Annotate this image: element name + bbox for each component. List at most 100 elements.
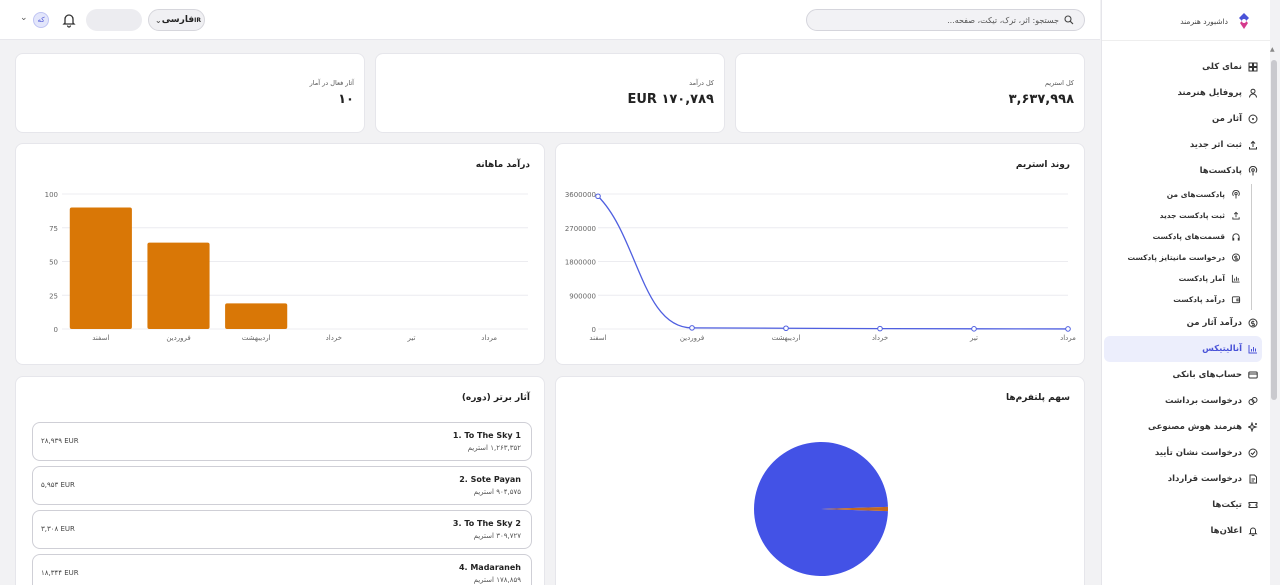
sidebar-item[interactable]: آنالیتیکس (1104, 336, 1262, 362)
dollar-icon (1231, 253, 1241, 262)
search-box[interactable]: جستجو: اثر، ترک، تیکت، صفحه... (806, 9, 1085, 31)
user-icon (1249, 88, 1257, 98)
dollar-icon (1248, 318, 1258, 328)
x-tick-label: اسفند (92, 334, 109, 342)
track-streams: ۳۰۹,۷۲۷ استریم (473, 532, 521, 540)
monthly-revenue-card: درآمد ماهانه 0 25 50 75 100 اسفند فروردین اردیب… (15, 143, 545, 365)
sidebar-item[interactable]: ثبت اثر جدید (1104, 132, 1262, 158)
sidebar-item[interactable]: پروفایل هنرمند (1104, 80, 1262, 106)
bar[interactable] (225, 303, 288, 329)
sidebar-item[interactable]: اعلان‌ها (1104, 518, 1262, 544)
sidebar-item[interactable]: پادکست‌های من (1104, 184, 1245, 205)
x-tick-label: مرداد (1060, 334, 1076, 342)
sidebar-item[interactable]: آمار پادکست (1104, 268, 1245, 289)
bell-icon[interactable] (61, 11, 77, 29)
scrollbar[interactable] (1271, 60, 1277, 400)
divider (1102, 40, 1270, 41)
sidebar-item[interactable]: ثبت پادکست جدید (1104, 205, 1245, 226)
track-name: 4. Madaraneh (458, 563, 521, 572)
sidebar-item[interactable]: تیکت‌ها (1104, 492, 1262, 518)
y-tick-label: 1800000 (565, 259, 596, 267)
platform-share-chart (754, 442, 888, 576)
data-point[interactable] (877, 325, 883, 332)
sidebar-item-label: اعلان‌ها (1210, 526, 1242, 536)
sidebar-item-label: درآمد آثار من (1186, 318, 1242, 328)
sidebar-item[interactable]: درآمد پادکست (1104, 289, 1245, 310)
y-tick-label: 3600000 (565, 191, 596, 199)
sidebar-item[interactable]: آثار من (1104, 106, 1262, 132)
stat-card-total-revenue: کل درآمد EUR ۱۷۰,۷۸۹ (375, 53, 725, 133)
top-tracks-card: آثار برتر (دوره) 1. To The Sky 1 ۱,۲۶۳,۳۵… (15, 376, 545, 585)
track-revenue: ۲۸,۹۳۹ EUR (41, 437, 79, 445)
bar[interactable] (147, 242, 210, 329)
headphones-icon (1232, 233, 1240, 241)
y-tick-label: 100 (45, 191, 58, 199)
sidebar-item[interactable]: درآمد آثار من (1104, 310, 1262, 336)
data-point[interactable] (1065, 326, 1071, 332)
y-tick-label: 0 (592, 326, 596, 334)
data-point[interactable] (595, 193, 601, 200)
bar[interactable] (69, 207, 132, 330)
x-tick-label: اسفند (589, 334, 606, 342)
chevron-down-icon[interactable]: ⌄ (20, 13, 28, 23)
grid-icon (1248, 62, 1258, 72)
sidebar-item[interactable]: درخواست نشان تأیید (1104, 440, 1262, 466)
user-menu[interactable] (86, 9, 142, 31)
coins-icon (1248, 397, 1258, 405)
brand[interactable]: داشبورد هنرمند (1180, 12, 1252, 30)
x-tick-label: خرداد (872, 334, 888, 342)
data-point[interactable] (971, 326, 977, 332)
brand-title: داشبورد هنرمند (1180, 16, 1228, 26)
track-streams: ۹۰۴,۵۷۵ استریم (473, 488, 521, 496)
sidebar-item[interactable]: هنرمند هوش مصنوعی (1104, 414, 1262, 440)
stat-value: ۳,۶۳۷,۹۹۸ (1008, 92, 1074, 107)
sidebar-item-label: آمار پادکست (1178, 274, 1225, 283)
search-input[interactable]: جستجو: اثر، ترک، تیکت، صفحه... (947, 15, 1059, 25)
y-tick-label: 50 (49, 259, 58, 267)
sidebar-item[interactable]: درخواست مانیتایز پادکست (1104, 247, 1245, 268)
x-tick-label: مرداد (481, 334, 497, 342)
track-name: 2. Sote Payan (459, 475, 521, 484)
top-track-item[interactable]: 4. Madaraneh ۱۷۸,۸۵۹ استریم ۱۸,۳۴۴ EUR (32, 554, 532, 585)
top-bar: ⌄ که ⌄ فارسی IR جستجو: اثر، ترک، تیکت، ص… (0, 0, 1100, 40)
monthly-revenue-chart: 0 25 50 75 100 اسفند فروردین اردیبهشت خرداد تیر مر… (45, 191, 528, 342)
sidebar-item-label: پروفایل هنرمند (1177, 88, 1242, 98)
top-track-item[interactable]: 1. To The Sky 1 ۱,۲۶۳,۳۵۲ استریم ۲۸,۹۳۹ EU… (32, 422, 532, 461)
pie-slice[interactable] (821, 506, 888, 512)
avatar[interactable]: که (33, 12, 49, 28)
sidebar-item[interactable]: پادکست‌ها (1104, 158, 1262, 184)
bar-chart-icon (1248, 345, 1257, 354)
y-tick-label: 75 (49, 225, 58, 233)
sidebar-item[interactable]: درخواست برداشت (1104, 388, 1262, 414)
top-track-item[interactable]: 3. To The Sky 2 ۳۰۹,۷۲۷ استریم ۳,۳۰۸ EUR (32, 510, 532, 549)
stat-value: EUR ۱۷۰,۷۸۹ (627, 92, 714, 107)
sidebar-item-label: درخواست برداشت (1164, 396, 1242, 406)
y-tick-label: 0 (54, 326, 58, 334)
data-point[interactable] (689, 325, 695, 331)
pie-slice[interactable] (754, 442, 888, 576)
sidebar-item[interactable]: نمای کلی (1104, 54, 1262, 80)
sidebar-item[interactable]: درخواست قرارداد (1104, 466, 1262, 492)
scroll-up-arrow[interactable]: ▲ (1270, 46, 1275, 53)
sidebar: داشبورد هنرمند نمای کلی پروفایل هنرمند آثا… (1101, 0, 1270, 585)
stream-trend-card: روند استریم 0 900000 1800000 2700000 3600000… (555, 143, 1085, 365)
x-tick-label: تیر (407, 334, 416, 342)
sidebar-nav: نمای کلی پروفایل هنرمند آثار من ثبت اثر جدی… (1104, 54, 1262, 544)
track-name: 1. To The Sky 1 (452, 431, 521, 440)
sidebar-item-label: تیکت‌ها (1212, 500, 1242, 510)
top-track-item[interactable]: 2. Sote Payan ۹۰۴,۵۷۵ استریم ۵,۹۵۳ EUR (32, 466, 532, 505)
data-point[interactable] (783, 325, 789, 332)
avatar-initial: که (37, 16, 45, 24)
track-streams: ۱۷۸,۸۵۹ استریم (473, 576, 521, 584)
y-tick-label: 2700000 (565, 225, 596, 233)
podcast-icon (1248, 166, 1258, 176)
sidebar-item[interactable]: قسمت‌های پادکست (1104, 226, 1245, 247)
sidebar-item-label: قسمت‌های پادکست (1152, 232, 1225, 241)
language-selector[interactable]: ⌄ فارسی IR (148, 9, 205, 31)
sidebar-item-label: پادکست‌های من (1166, 190, 1225, 199)
y-tick-label: 25 (49, 292, 58, 300)
sidebar-item[interactable]: حساب‌های بانکی (1104, 362, 1262, 388)
check-circle-icon (1248, 448, 1258, 458)
podcast-submenu: پادکست‌های من ثبت پادکست جدید قسمت‌های پاد… (1104, 184, 1252, 310)
stream-trend-chart: 0 900000 1800000 2700000 3600000 اسفند فروردین… (565, 191, 1076, 342)
